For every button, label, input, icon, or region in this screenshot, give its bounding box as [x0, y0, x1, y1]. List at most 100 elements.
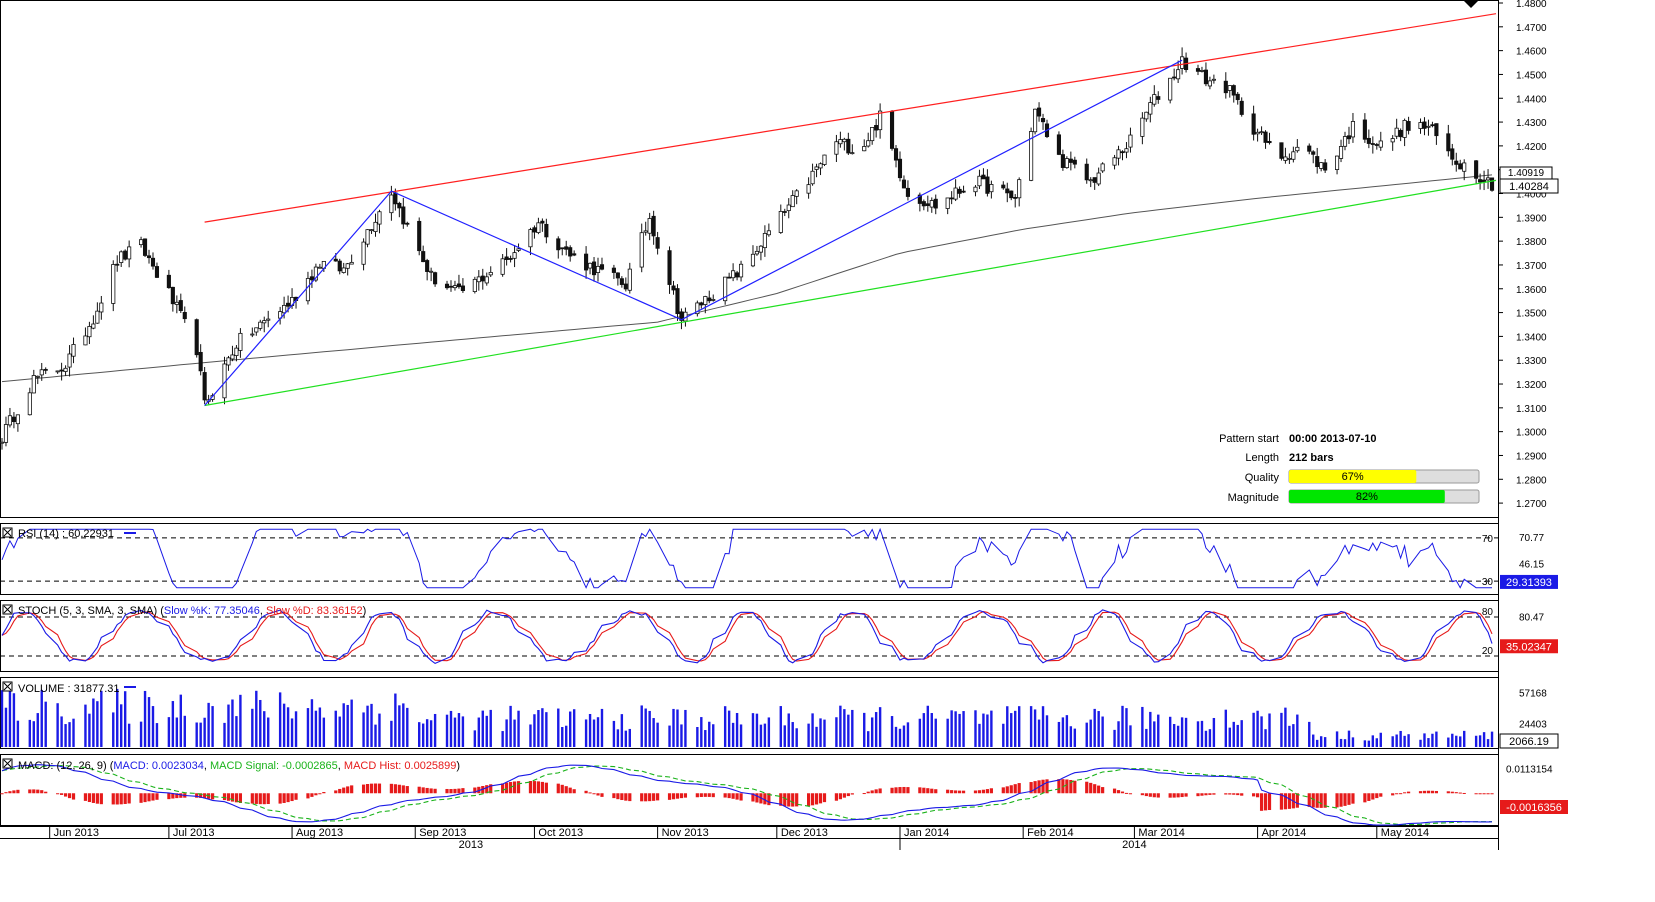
candle-body	[305, 278, 311, 302]
volume-bar	[1033, 709, 1037, 747]
macd-hist-bar	[683, 793, 688, 798]
rsi-pane[interactable]: 30 70 RSI (14) : 60.22931 70.77 46.15 29.31…	[0, 523, 1558, 595]
volume-bar	[425, 719, 429, 747]
macd-hist-bar	[731, 793, 735, 799]
volume-bar	[1157, 714, 1160, 747]
macd-hist-bar	[1279, 793, 1284, 810]
volume-bars	[0, 688, 1494, 747]
scroll-arrow-icon[interactable]	[1463, 0, 1479, 8]
macd-hist-bar	[1112, 788, 1117, 794]
stochastic-pane[interactable]: 80 20 STOCH (5, 3, SMA, 3, SMA) (Slow %K:…	[0, 600, 1558, 672]
volume-bar	[318, 707, 322, 747]
volume-bar	[783, 725, 786, 747]
moving-average-line	[1, 174, 1493, 383]
macd-hist-bar	[902, 786, 906, 794]
candle-body	[655, 237, 660, 249]
candle-body	[1338, 146, 1344, 159]
volume-pane[interactable]: VOLUME : 31877.31 57168 24403 2066.19	[0, 677, 1559, 749]
candle-body	[174, 301, 179, 305]
volume-bar	[171, 701, 175, 747]
candle-body	[1434, 123, 1439, 137]
volume-bar	[116, 688, 119, 747]
macd-hist-bar	[147, 793, 151, 802]
stochastic-level-label: 80	[1482, 607, 1494, 618]
volume-bar	[1379, 732, 1382, 747]
candle-body	[472, 278, 477, 292]
macd-hist-bar	[143, 793, 147, 803]
candle-body	[1259, 131, 1264, 134]
macd-hist-bar	[620, 793, 624, 801]
candle-body	[127, 246, 132, 260]
volume-bar	[1228, 727, 1231, 747]
macd-hist-bar	[167, 793, 171, 800]
candle-body	[790, 195, 795, 208]
candle-body	[142, 238, 148, 256]
volume-bar	[1319, 736, 1323, 747]
volume-bar	[1312, 734, 1315, 747]
macd-hist-bar	[1089, 782, 1093, 794]
rsi-label: RSI (14) : 60.22931	[18, 528, 114, 540]
macd-hist-bar	[1228, 793, 1232, 795]
macd-hist-bar	[512, 781, 517, 794]
candle-body	[67, 353, 72, 368]
volume-bar	[954, 711, 957, 747]
candle-body	[7, 415, 13, 426]
macd-hist-bar	[119, 793, 123, 805]
volume-bar	[310, 699, 314, 747]
candle-body	[822, 154, 827, 165]
volume-bar	[1037, 719, 1041, 747]
candle-body	[31, 375, 36, 394]
candle-body	[401, 206, 406, 225]
volume-bar	[962, 711, 965, 747]
macd-hist-bar	[1474, 793, 1478, 795]
candle-body	[480, 275, 485, 282]
candle-body	[1251, 113, 1256, 135]
volume-bar	[1089, 719, 1092, 747]
macd-hist-bar	[1200, 793, 1204, 796]
macd-histogram	[0, 779, 1494, 811]
volume-bar	[1014, 710, 1017, 747]
volume-bar	[199, 722, 202, 747]
macd-hist-bar	[155, 793, 159, 800]
rsi-last-value-box	[1500, 574, 1558, 589]
candle-body	[309, 276, 314, 281]
price-pane[interactable]: 1.4800 1.4700 1.4600 1.4500 1.4400 1.4300 1.42…	[0, 0, 1559, 518]
candle-body	[1203, 69, 1209, 85]
volume-bar	[557, 708, 560, 747]
volume-bar	[223, 722, 226, 747]
macd-hist-bar	[1375, 793, 1379, 799]
volume-bar	[92, 698, 95, 747]
macd-hist-bar	[350, 785, 354, 794]
macd-hist-bar	[175, 793, 179, 799]
macd-hist-bar	[1240, 793, 1244, 796]
macd-hist-bar	[1399, 793, 1403, 795]
candle-body	[91, 323, 96, 329]
macd-hist-bar	[151, 793, 155, 801]
macd-hist-bar	[1176, 793, 1180, 798]
candle-body	[119, 251, 124, 263]
macd-hist-bar	[1343, 793, 1347, 806]
length-value: 212 bars	[1289, 452, 1334, 464]
candle-body	[595, 265, 601, 273]
macd-hist-bar	[111, 793, 115, 805]
macd-hist-bar	[763, 793, 767, 805]
macd-hist-bar	[1391, 793, 1395, 796]
candle-body	[695, 302, 700, 315]
volume-bar	[203, 717, 206, 747]
candle-body	[230, 354, 235, 360]
macd-hist-bar	[1283, 793, 1288, 810]
volume-bar	[565, 725, 568, 747]
candle-body	[266, 318, 271, 321]
macd-hist-bar	[1315, 793, 1319, 808]
volume-bar	[1296, 714, 1299, 747]
macd-hist-bar	[977, 790, 982, 794]
macd-hist-bar	[1379, 793, 1383, 797]
volume-bar	[1419, 739, 1422, 747]
macd-hist-bar	[1403, 792, 1407, 794]
candle-body	[71, 344, 76, 357]
macd-hist-bar	[179, 793, 183, 798]
macd-hist-bar	[238, 793, 243, 803]
macd-hist-bar	[667, 793, 672, 800]
quality-value: 67%	[1342, 471, 1364, 483]
